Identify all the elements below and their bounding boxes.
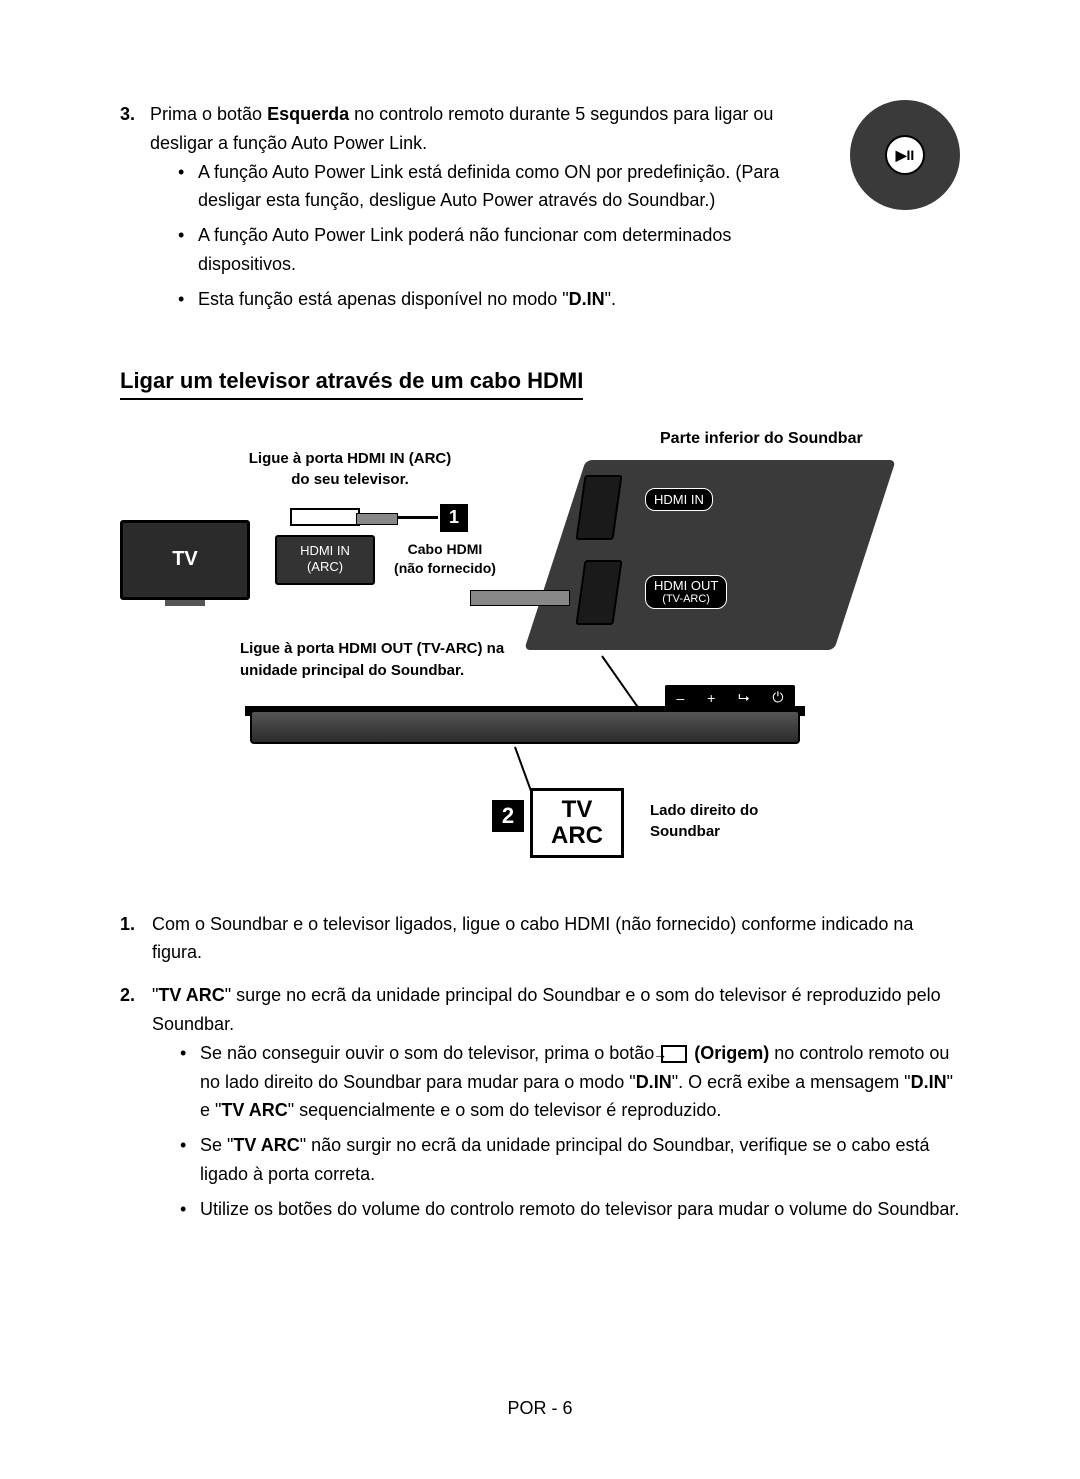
step-text: "TV ARC" surge no ecrã da unidade princi… <box>152 981 960 1229</box>
hdmi-cable-plug-2 <box>470 590 570 606</box>
step3-block: 3. Prima o botão Esquerda no controlo re… <box>120 100 960 328</box>
label-hdmi-cable: Cabo HDMI (não fornecido) <box>385 540 505 579</box>
step3-text: 3. Prima o botão Esquerda no controlo re… <box>120 100 820 328</box>
numbered-steps: 1. Com o Soundbar e o televisor ligados,… <box>120 910 960 1230</box>
step-number: 1. <box>120 910 142 968</box>
step-2: 2. "TV ARC" surge no ecrã da unidade pri… <box>120 981 960 1229</box>
source-icon: ⮡ <box>738 689 749 706</box>
label-soundbar-right: Lado direito do Soundbar <box>650 800 800 842</box>
hdmi-out-label: HDMI OUT (TV-ARC) <box>645 575 727 609</box>
label-hdmi-out-instruction: Ligue à porta HDMI OUT (TV-ARC) na unida… <box>240 638 540 683</box>
step3-bullet: Esta função está apenas disponível no mo… <box>178 285 820 314</box>
label-hdmi-in-instruction: Ligue à porta HDMI IN (ARC) do seu telev… <box>240 448 460 490</box>
step-2-bullet: Utilize os botões do volume do controlo … <box>180 1195 960 1224</box>
tv-icon: TV <box>120 520 250 600</box>
step-badge-1: 1 <box>440 504 468 532</box>
label-soundbar-bottom: Parte inferior do Soundbar <box>660 430 863 448</box>
play-pause-icon: ▶II <box>885 135 925 175</box>
cable-line <box>398 516 438 519</box>
step3-bold: Esquerda <box>267 104 349 124</box>
step3-text-before: Prima o botão <box>150 104 267 124</box>
source-button-icon <box>661 1045 687 1063</box>
tv-hdmi-port-label: HDMI IN (ARC) <box>275 535 375 585</box>
step3-bullet: A função Auto Power Link poderá não func… <box>178 221 820 279</box>
volume-minus-icon: – <box>676 690 684 706</box>
hdmi-in-label: HDMI IN <box>645 488 713 511</box>
page-footer: POR - 6 <box>0 1398 1080 1419</box>
step3-number: 3. <box>120 100 142 320</box>
step-badge-2: 2 <box>492 800 524 832</box>
step3-bullet: A função Auto Power Link está definida c… <box>178 158 820 216</box>
tv-stand <box>165 600 205 606</box>
step-2-bullet: Se "TV ARC" não surgir no ecrã da unidad… <box>180 1131 960 1189</box>
tv-arc-display: TV ARC <box>530 788 624 859</box>
section-heading: Ligar um televisor através de um cabo HD… <box>120 368 583 400</box>
power-icon: ⏻ <box>772 689 783 706</box>
connection-diagram: Parte inferior do Soundbar Ligue à porta… <box>120 430 940 860</box>
hdmi-cable-plug <box>290 508 360 526</box>
step-2-bullet: Se não conseguir ouvir o som do televiso… <box>180 1039 960 1125</box>
step3-content: Prima o botão Esquerda no controlo remot… <box>150 100 820 320</box>
step-2-bullets: Se não conseguir ouvir o som do televiso… <box>152 1039 960 1224</box>
step-number: 2. <box>120 981 142 1229</box>
step3-bullets: A função Auto Power Link está definida c… <box>150 158 820 314</box>
step-1: 1. Com o Soundbar e o televisor ligados,… <box>120 910 960 968</box>
step-text: Com o Soundbar e o televisor ligados, li… <box>152 910 960 968</box>
volume-plus-icon: + <box>707 690 715 706</box>
soundbar-front <box>250 710 800 744</box>
remote-control-icon: ▶II <box>850 100 960 210</box>
step3-item: 3. Prima o botão Esquerda no controlo re… <box>120 100 820 320</box>
